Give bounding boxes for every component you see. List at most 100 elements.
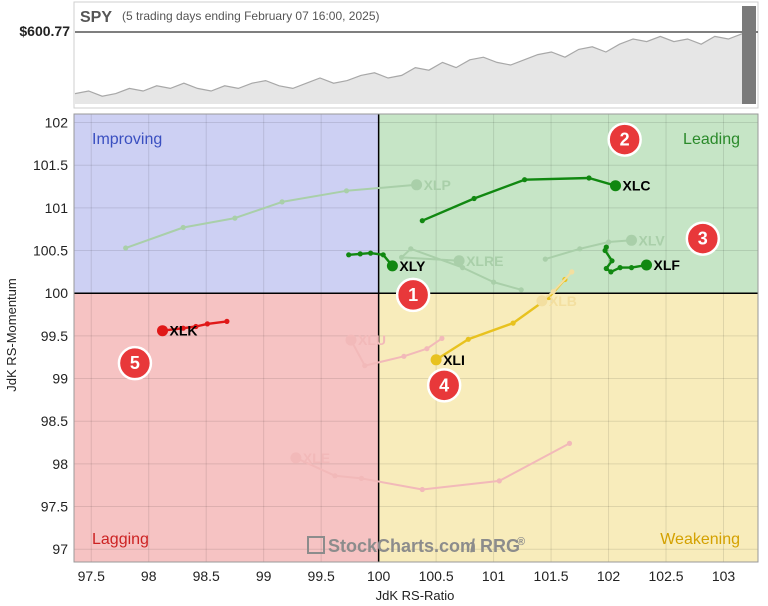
brand-suffix: / RRG xyxy=(470,536,520,556)
tail-head xyxy=(610,180,621,192)
tail-point xyxy=(346,252,352,258)
x-tick-label: 98 xyxy=(141,568,157,584)
tail-label: XLRE xyxy=(466,253,503,269)
tail-point xyxy=(362,363,368,369)
spy-area xyxy=(75,33,742,104)
tail-point xyxy=(609,258,615,264)
tail-point xyxy=(123,245,129,251)
tail-point xyxy=(399,254,405,260)
quadrant-improving xyxy=(74,114,379,294)
tail-point xyxy=(606,239,612,245)
tail-xlb: XLB xyxy=(536,269,577,309)
x-axis-title: JdK RS-Ratio xyxy=(376,588,455,603)
tail-head xyxy=(386,260,398,272)
tail-label: XLC xyxy=(623,178,651,194)
tail-head xyxy=(453,255,465,267)
tail-xlv: XLV xyxy=(542,232,666,262)
spy-line xyxy=(74,33,743,97)
callout-badge-label: 5 xyxy=(130,353,140,373)
callout-badge-label: 1 xyxy=(408,285,418,305)
tail-point xyxy=(232,215,238,221)
tail-xlf: XLF xyxy=(602,244,681,275)
tail-point xyxy=(566,440,573,446)
tail-point xyxy=(419,486,425,493)
x-tick-label: 100.5 xyxy=(419,568,454,584)
callout-badge: 5 xyxy=(117,345,153,381)
stockcharts-logo-icon xyxy=(307,536,325,554)
tail-point xyxy=(577,246,583,252)
brand-name: StockCharts.com xyxy=(328,536,476,556)
y-tick-label: 99 xyxy=(52,371,68,387)
tail-head xyxy=(430,354,442,366)
callout-badge-circle xyxy=(607,122,642,157)
x-tick-label: 102.5 xyxy=(649,568,684,584)
quadrant-label-improving: Improving xyxy=(92,131,162,148)
x-tick-label: 102 xyxy=(597,568,621,584)
rrg-tails: XLC XLF XLY XLK XLI XLP XLV XLRE XLB XLU XLE xyxy=(123,175,681,493)
tail-head xyxy=(536,295,548,307)
tail-head xyxy=(411,179,423,191)
axis-ticks: 97.5 98 98.5 99 99.5 100 100.5 101 101.5 102 102.5… xyxy=(33,115,735,584)
y-tick-label: 99.5 xyxy=(41,328,68,344)
y-tick-label: 97 xyxy=(52,541,68,557)
tail-point xyxy=(380,252,386,258)
tail-point xyxy=(224,318,230,324)
tail-head xyxy=(290,452,302,464)
tail-label: XLV xyxy=(639,232,666,248)
tail-point xyxy=(522,177,528,183)
tail-label: XLF xyxy=(654,257,681,273)
tail-label: XLY xyxy=(399,258,426,274)
x-tick-label: 101 xyxy=(482,568,506,584)
spy-window-highlight xyxy=(742,6,756,104)
tail-xlu: XLU xyxy=(345,332,445,369)
tail-xle: XLE xyxy=(290,440,573,493)
tail-point xyxy=(279,199,285,205)
tail-point xyxy=(357,251,363,257)
tail-point xyxy=(496,478,502,484)
spy-symbol: SPY xyxy=(80,9,112,26)
x-tick-label: 98.5 xyxy=(193,568,220,584)
quadrant-weakening xyxy=(378,293,758,562)
tail-point xyxy=(608,269,614,275)
callout-badges: 1 2 3 4 5 xyxy=(117,122,721,403)
tail-point xyxy=(569,269,575,275)
callout-badge: 1 xyxy=(395,277,431,313)
callout-badge: 2 xyxy=(607,122,642,157)
tail-head xyxy=(626,234,637,246)
y-tick-label: 98 xyxy=(52,456,68,472)
tail-label: XLB xyxy=(549,293,577,309)
tail-point xyxy=(419,218,425,224)
tail-point xyxy=(424,346,430,352)
tail-head xyxy=(345,334,357,346)
tail-head xyxy=(157,325,168,337)
tail-point xyxy=(542,256,548,262)
tail-point xyxy=(550,288,557,295)
x-tick-label: 103 xyxy=(712,568,736,584)
tail-xlk: XLK xyxy=(157,318,230,339)
tail-label: XLK xyxy=(170,323,198,339)
quadrant-label-weakening: Weakening xyxy=(660,531,740,548)
tail-point xyxy=(193,323,199,330)
tail-xlc: XLC xyxy=(419,175,651,224)
tail-point xyxy=(180,224,186,231)
quadrant-label-leading: Leading xyxy=(683,131,740,148)
callout-badge-circle xyxy=(117,345,153,381)
x-tick-label: 99.5 xyxy=(308,568,335,584)
tail-line xyxy=(545,239,632,261)
tail-point xyxy=(332,473,338,479)
tail-point xyxy=(603,265,609,272)
tail-point xyxy=(439,335,445,341)
tail-xly: XLY xyxy=(346,250,426,274)
y-tick-label: 101 xyxy=(45,200,69,216)
brand-reg: ® xyxy=(517,536,525,548)
tail-point xyxy=(510,320,516,326)
tail-label: XLP xyxy=(424,177,451,193)
x-tick-label: 100 xyxy=(367,568,391,584)
tail-point xyxy=(602,247,608,254)
tail-point xyxy=(408,246,414,252)
tail-point xyxy=(586,175,592,181)
callout-badge-label: 3 xyxy=(698,229,708,249)
callout-badge-label: 4 xyxy=(439,375,449,395)
tail-point xyxy=(180,325,186,331)
